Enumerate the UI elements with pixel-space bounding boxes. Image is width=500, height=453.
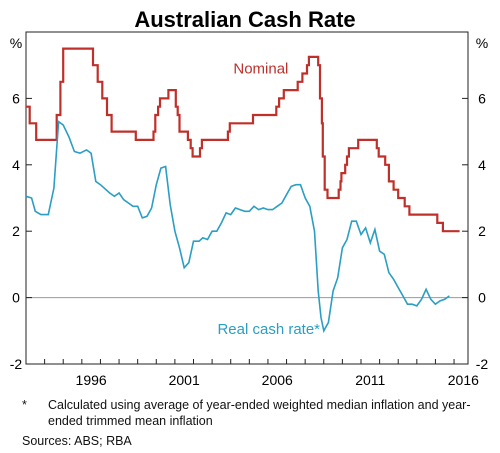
y-tick-label-left: -2 <box>10 356 23 372</box>
footnote: Calculated using average of year-ended w… <box>48 398 471 428</box>
x-tick-label: 2001 <box>169 372 200 388</box>
x-tick-label: 2016 <box>448 372 479 388</box>
y-tick-label-right: -2 <box>476 356 489 372</box>
real-series-line <box>25 120 450 334</box>
y-tick-label-left: 6 <box>12 90 20 106</box>
y-tick-label-left: 4 <box>12 157 20 173</box>
x-tick-label: 2011 <box>355 372 385 388</box>
real-series-label: Real cash rate* <box>217 321 320 338</box>
sources: Sources: ABS; RBA <box>22 434 132 448</box>
plot-frame <box>25 31 469 365</box>
plot-border <box>25 31 469 365</box>
y-tick-label-left: 2 <box>12 223 20 239</box>
y-tick-label-right: 4 <box>478 157 486 173</box>
chart-title: Australian Cash Rate <box>134 7 355 32</box>
y-tick-label-right: 0 <box>478 290 486 306</box>
y-tick-label-right: 2 <box>478 223 486 239</box>
x-axis: 1996 2001 2006 2011 2016 <box>25 359 479 388</box>
footnote-mark: * <box>22 398 27 412</box>
y-unit-right: % <box>476 35 488 51</box>
series-layer: Nominal Real cash rate* <box>25 47 460 338</box>
x-tick-label: 1996 <box>76 372 107 388</box>
y-tick-label-left: 0 <box>12 290 20 306</box>
y-tick-label-right: 6 <box>478 90 486 106</box>
y-unit-left: % <box>10 35 22 51</box>
nominal-series-line <box>26 47 460 233</box>
y-axis: -2 -2 0 0 2 2 4 4 6 6 <box>10 90 489 372</box>
nominal-series-label: Nominal <box>233 61 288 78</box>
x-tick-label: 2006 <box>262 372 293 388</box>
